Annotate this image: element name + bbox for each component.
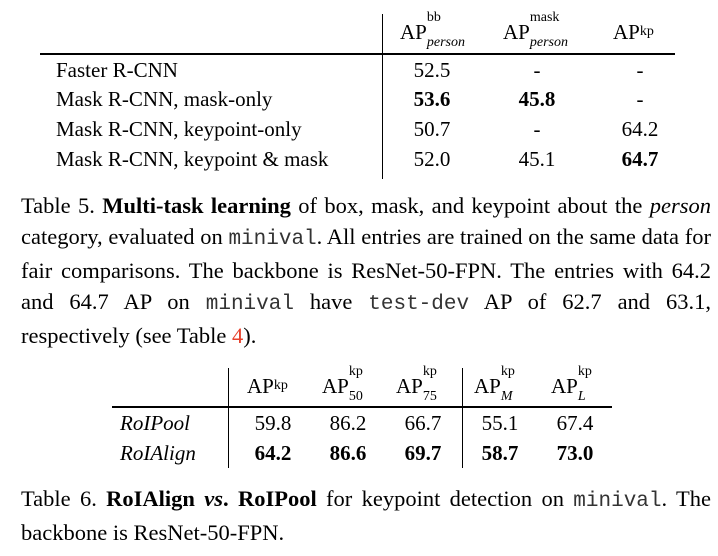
table6-row2-v5: 73.0	[556, 441, 594, 465]
table5-row4-mask: 45.1	[518, 147, 556, 171]
table6-header-apm: AP kp M	[474, 364, 515, 404]
test-dev-code: test-dev	[368, 293, 470, 316]
table5-row1-bb: 52.5	[413, 58, 451, 82]
table6-row1-v2: 86.2	[329, 411, 367, 435]
table5-row3-kp: 64.2	[621, 117, 659, 141]
table-ref-link[interactable]: 4	[232, 323, 244, 348]
table6-header-apl: AP kp L	[551, 364, 592, 404]
minival-code: minival	[205, 293, 294, 316]
minival-code: minival	[228, 228, 317, 251]
table5-row4-kp: 64.7	[621, 147, 659, 171]
table5-header-kp: APkp	[613, 20, 654, 44]
table6-header-rule	[112, 406, 612, 408]
table6-caption-label: Table 6.	[21, 486, 97, 511]
table5-row4-bb: 52.0	[413, 147, 451, 171]
table6-header-ap75: AP kp 75	[396, 364, 437, 404]
table5-header-rule	[40, 53, 675, 55]
table5-row2-kp: -	[636, 87, 644, 111]
table6-row1-method: RoIPool	[120, 411, 190, 435]
table6-row1-v3: 66.7	[404, 411, 442, 435]
table5-row3-mask: -	[533, 117, 541, 141]
table6-vertical-rule-2	[462, 368, 463, 468]
table5-row1-mask: -	[533, 58, 541, 82]
table5-header-bb: AP bb person	[400, 10, 465, 50]
table6-row2-v3: 69.7	[404, 441, 442, 465]
table5-row2-mask: 45.8	[518, 87, 556, 111]
table6-row1-v5: 67.4	[556, 411, 594, 435]
table5-row3-method: Mask R-CNN, keypoint-only	[56, 117, 302, 141]
table6-row2-v2: 86.6	[329, 441, 367, 465]
table6-row2-method: RoIAlign	[120, 441, 196, 465]
table6-caption: Table 6. RoIAlign vs. RoIPool for keypoi…	[21, 486, 712, 545]
table5-row1-method: Faster R-CNN	[56, 58, 178, 82]
table5-row3-bb: 50.7	[413, 117, 451, 141]
table6-row1-v1: 59.8	[254, 411, 292, 435]
table6-vertical-rule-1	[228, 368, 229, 468]
table5-caption: Table 5. Multi-task learning of box, mas…	[21, 193, 711, 348]
table6-row1-v4: 55.1	[481, 411, 519, 435]
table6-row2-v1: 64.2	[254, 441, 292, 465]
table6-row2-v4: 58.7	[481, 441, 519, 465]
table5-row1-kp: -	[636, 58, 644, 82]
table5-caption-title: Multi-task learning	[102, 193, 291, 218]
table5-vertical-rule	[382, 14, 383, 179]
table5-caption-label: Table 5.	[21, 193, 95, 218]
minival-code: minival	[573, 490, 662, 513]
table6-caption-title: RoIAlign vs. RoIPool	[106, 486, 317, 511]
table6-header-ap50: AP kp 50	[322, 364, 363, 404]
table5-row2-bb: 53.6	[413, 87, 451, 111]
table5-header-mask: AP mask person	[503, 10, 568, 50]
table5-row4-method: Mask R-CNN, keypoint & mask	[56, 147, 329, 171]
table6-header-ap: APkp	[247, 374, 288, 398]
table5-row2-method: Mask R-CNN, mask-only	[56, 87, 273, 111]
